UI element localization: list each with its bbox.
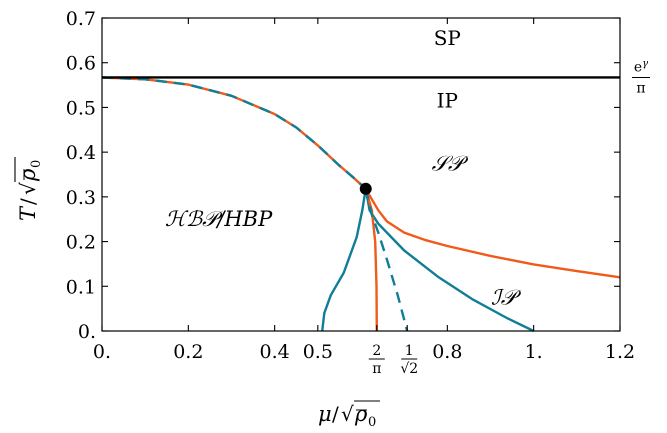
region-label-5: ℐ𝒫	[491, 285, 522, 309]
y-tick-label-3: 0.3	[66, 187, 96, 209]
y-tick-label-6: 0.6	[66, 53, 96, 75]
hline-label-numerator: eγ	[634, 58, 648, 75]
x-special-tick-den-1: √2	[400, 361, 418, 377]
x-special-tick-num-0: 2	[372, 343, 381, 359]
svg-text:/: /	[332, 402, 339, 426]
y-tick-label-5: 0.5	[66, 97, 96, 119]
svg-text:ρ: ρ	[16, 168, 40, 182]
x-tick-label-1: 0.2	[173, 341, 203, 363]
svg-text:T: T	[16, 205, 40, 221]
x-axis-label: μ / √ ρ 0	[318, 400, 380, 430]
series-line-5	[321, 188, 367, 332]
series-line-2	[101, 76, 367, 190]
y-axis-label: T / √ ρ 0	[14, 157, 44, 221]
svg-text:√: √	[16, 182, 40, 195]
svg-text:√: √	[341, 402, 354, 426]
svg-text:0: 0	[368, 415, 376, 430]
svg-text:ρ: ρ	[354, 402, 368, 426]
critical-point	[359, 182, 372, 195]
series-line-6	[364, 188, 378, 332]
x-special-tick-num-1: 1	[405, 343, 414, 359]
y-tick-label-4: 0.4	[66, 142, 96, 164]
x-tick-label-5: 1.	[525, 341, 543, 363]
plot-frame	[101, 17, 621, 332]
y-tick-label-1: 0.1	[66, 276, 96, 298]
svg-text:μ: μ	[318, 402, 332, 426]
region-label-4: ℋℬ𝒫/HBP	[165, 207, 273, 231]
x-tick-label-0: 0.	[93, 341, 111, 363]
x-tick-label-4: 0.8	[432, 341, 462, 363]
region-label-2: IP	[437, 89, 458, 113]
series-line-7	[364, 188, 409, 332]
x-special-tick-den-0: π	[372, 361, 381, 377]
y-tick-label-2: 0.2	[66, 232, 96, 254]
region-label-1: SP	[434, 26, 461, 50]
y-tick-label-0: 0.	[78, 321, 96, 343]
x-tick-label-2: 0.4	[260, 341, 290, 363]
x-tick-label-3: 0.5	[303, 341, 333, 363]
hline-label-denominator: π	[636, 80, 645, 96]
series-line-3	[364, 188, 621, 279]
series-line-1	[101, 76, 367, 190]
y-tick-label-7: 0.7	[66, 8, 96, 30]
svg-text:/: /	[16, 198, 40, 205]
region-label-3: 𝒮𝒫	[432, 151, 469, 175]
svg-text:0: 0	[29, 160, 44, 168]
x-tick-label-6: 1.2	[605, 341, 635, 363]
